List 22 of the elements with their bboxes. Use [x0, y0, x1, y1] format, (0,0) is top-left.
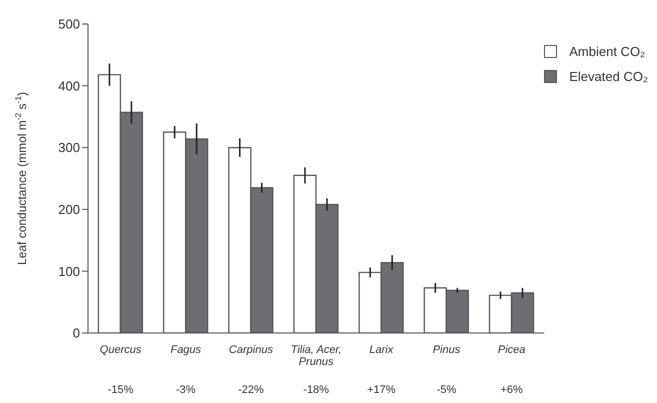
- y-tick-label: 300: [58, 140, 80, 156]
- x-tick-label: Carpinus: [228, 344, 274, 356]
- text: -15%: [108, 384, 134, 396]
- x-tick-label: Fagus: [170, 344, 202, 356]
- text: -3%: [176, 384, 196, 396]
- legend-label: Elevated CO₂: [569, 69, 648, 84]
- legend-label: Ambient CO₂: [569, 44, 646, 59]
- x-tick-label: Larix: [369, 344, 394, 356]
- x-tick-label: Picea: [498, 344, 526, 356]
- x-tick-label: Pinus: [432, 344, 461, 356]
- y-tick-label: 400: [58, 78, 80, 94]
- text: -22%: [238, 384, 264, 396]
- x-tick-label: Tilia, Acer, Prunus: [290, 344, 342, 368]
- y-tick-label: 200: [58, 202, 80, 218]
- text: +6%: [500, 384, 524, 396]
- y-tick-label: 100: [58, 264, 80, 279]
- y-tick-label: 500: [58, 16, 80, 32]
- x-tick-label: Quercus: [100, 344, 142, 356]
- text: -5%: [436, 384, 456, 396]
- y-tick-label: 0: [72, 326, 80, 341]
- text: +17%: [367, 384, 396, 396]
- text: -18%: [303, 384, 330, 396]
